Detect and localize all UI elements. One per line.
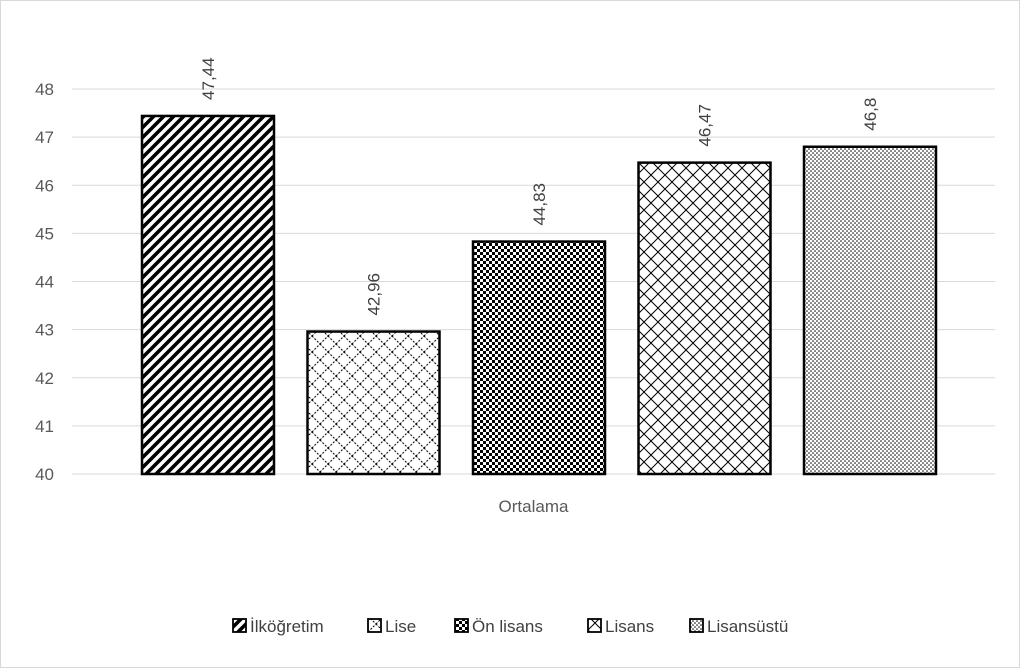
data-labels: 47,44 42,96 44,83 46,47 46,8 (199, 57, 880, 315)
data-label: 42,96 (365, 273, 384, 316)
y-tick-label: 41 (35, 417, 54, 436)
data-label: 46,47 (696, 104, 715, 147)
legend-label: Lise (385, 617, 416, 636)
y-tick-label: 46 (35, 176, 54, 195)
legend-label: İlköğretim (250, 617, 324, 636)
data-label: 46,8 (861, 98, 880, 131)
y-axis-tick-labels: 40 41 42 43 44 45 46 47 48 (35, 80, 54, 484)
legend-swatch (454, 618, 469, 633)
legend: İlköğretim Lise Ön lisans Lisans Lisansüstü (232, 617, 788, 636)
y-tick-label: 42 (35, 369, 54, 388)
y-tick-label: 48 (35, 80, 54, 99)
bar (306, 330, 441, 476)
y-tick-label: 43 (35, 321, 54, 340)
legend-swatch (232, 618, 247, 633)
legend-label: Lisans (605, 617, 654, 636)
data-label: 44,83 (530, 183, 549, 226)
legend-swatch (689, 618, 704, 633)
bars (140, 114, 938, 476)
data-label: 47,44 (199, 57, 218, 100)
bar (637, 161, 772, 476)
legend-swatch (587, 618, 602, 633)
bar (140, 114, 276, 476)
bar (471, 240, 607, 476)
y-tick-label: 44 (35, 273, 54, 292)
legend-label: Ön lisans (472, 617, 543, 636)
x-axis-category-label: Ortalama (499, 497, 569, 516)
legend-label: Lisansüstü (707, 617, 788, 636)
y-tick-label: 45 (35, 224, 54, 243)
y-tick-label: 40 (35, 465, 54, 484)
bar (802, 145, 938, 476)
legend-swatch (367, 618, 382, 633)
y-tick-label: 47 (35, 128, 54, 147)
